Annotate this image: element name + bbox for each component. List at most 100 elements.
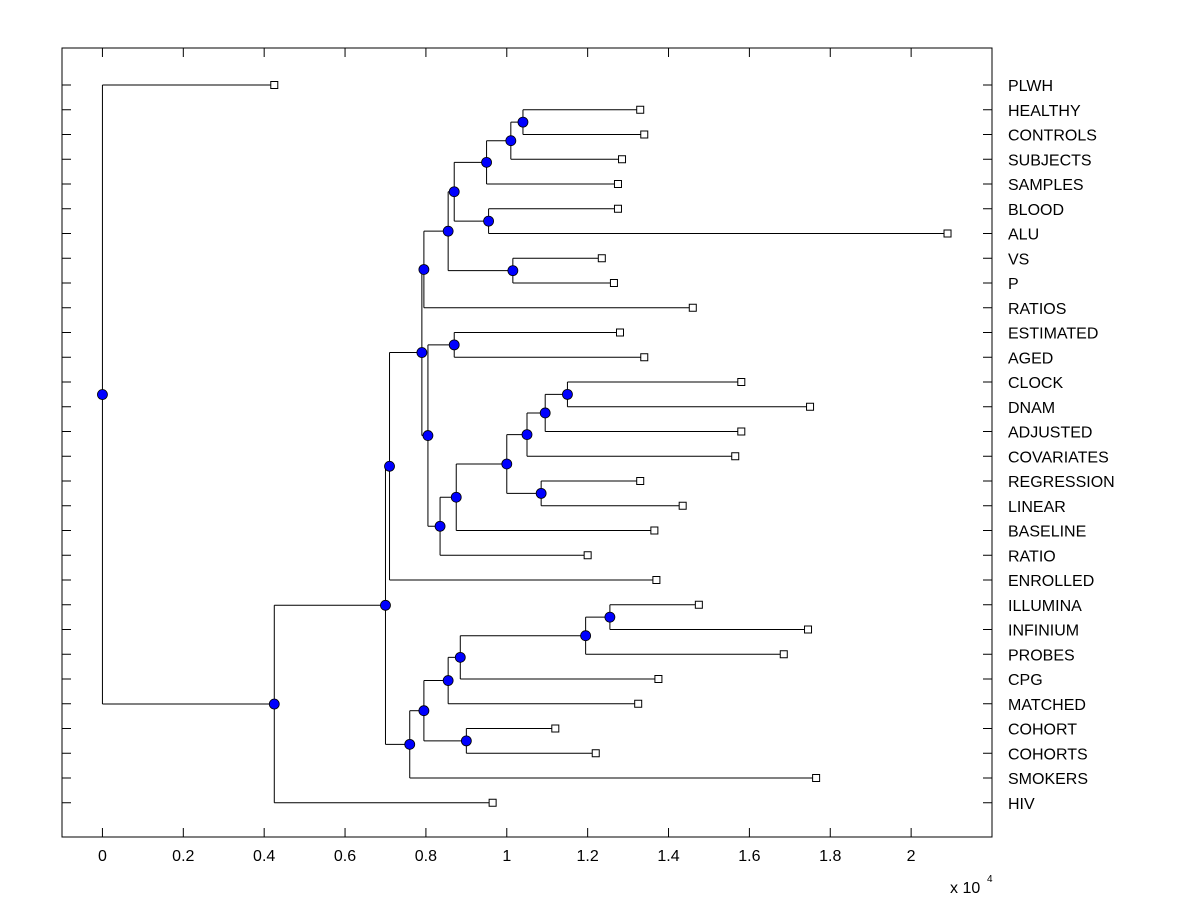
- leaf-node: [613, 204, 622, 213]
- leaf-label: P: [1008, 276, 1019, 293]
- internal-node: [535, 487, 547, 499]
- internal-node: [604, 611, 616, 623]
- leaf-node: [636, 105, 645, 114]
- x-axis-exponent-power: 4: [987, 874, 993, 885]
- internal-node: [454, 651, 466, 663]
- leaf-label: COHORTS: [1008, 746, 1088, 763]
- leaf-node: [640, 353, 649, 362]
- leaf-node: [591, 749, 600, 758]
- internal-node: [521, 429, 533, 440]
- dendrogram-leaves: [270, 81, 952, 807]
- internal-node: [97, 389, 108, 400]
- leaf-node: [737, 427, 746, 436]
- leaf-label: LINEAR: [1008, 499, 1066, 516]
- leaf-label: CLOCK: [1008, 375, 1063, 392]
- leaf-label: CONTROLS: [1008, 128, 1097, 145]
- internal-node: [268, 698, 280, 710]
- x-tick-label: 1.2: [577, 848, 599, 865]
- plot-frame: [61, 47, 993, 838]
- y-axis-ticks: [62, 84, 992, 804]
- internal-node: [562, 388, 573, 400]
- leaf-node: [737, 378, 746, 386]
- leaf-node: [640, 130, 649, 139]
- x-tick-label: 0.2: [172, 848, 194, 865]
- internal-node: [450, 491, 462, 503]
- x-tick-label: 1.6: [738, 848, 760, 865]
- leaf-node: [636, 477, 645, 485]
- leaf-label: ALU: [1008, 227, 1039, 244]
- x-axis: 0 0.2 0.4 0.6 0.8 1 1.2 1.4 1.6 1.8 2: [98, 48, 916, 865]
- leaf-label: BASELINE: [1008, 524, 1086, 541]
- leaf-label: BLOOD: [1008, 202, 1064, 219]
- internal-node: [380, 599, 391, 611]
- leaf-label: COHORT: [1008, 722, 1077, 739]
- leaf-label: SMOKERS: [1008, 771, 1088, 788]
- leaf-node: [618, 155, 627, 164]
- leaf-label: HIV: [1008, 796, 1035, 813]
- leaf-node: [804, 625, 813, 634]
- leaf-node: [583, 551, 592, 560]
- internal-node: [442, 675, 454, 686]
- dendrogram-branches: [101, 84, 948, 804]
- x-tick-label: 2: [907, 848, 916, 865]
- leaf-label: CPG: [1008, 672, 1043, 689]
- internal-node: [384, 460, 395, 472]
- internal-node: [505, 135, 517, 147]
- leaf-node: [650, 526, 659, 535]
- leaf-node: [688, 303, 697, 312]
- x-tick-label: 0.4: [253, 848, 275, 865]
- leaf-label: ENROLLED: [1008, 573, 1094, 590]
- internal-node: [501, 458, 513, 470]
- leaf-label: PROBES: [1008, 647, 1075, 664]
- x-tick-label: 1.4: [657, 848, 679, 865]
- leaf-node: [806, 402, 815, 411]
- internal-node: [416, 347, 428, 358]
- leaf-label: AGED: [1008, 350, 1053, 367]
- internal-node: [460, 735, 472, 747]
- leaf-label: INFINIUM: [1008, 623, 1079, 640]
- x-axis-exponent: x 10: [950, 880, 980, 897]
- leaf-label: MATCHED: [1008, 697, 1086, 714]
- leaf-node: [731, 452, 740, 461]
- internal-node: [483, 215, 494, 227]
- leaf-node: [488, 798, 497, 807]
- leaf-node: [943, 229, 952, 238]
- leaf-node: [597, 254, 606, 263]
- leaf-node: [270, 81, 279, 89]
- dendrogram-nodes: [97, 116, 616, 750]
- internal-node: [580, 630, 592, 642]
- leaf-label: PLWH: [1008, 78, 1053, 95]
- internal-node: [539, 407, 551, 419]
- leaf-label: DNAM: [1008, 400, 1055, 417]
- leaf-label: COVARIATES: [1008, 449, 1109, 466]
- leaf-node: [613, 180, 622, 188]
- leaf-node: [609, 279, 618, 287]
- leaf-label: ADJUSTED: [1008, 425, 1092, 442]
- leaf-label: SAMPLES: [1008, 177, 1084, 194]
- leaf-label: SUBJECTS: [1008, 152, 1092, 169]
- internal-node: [507, 265, 519, 277]
- leaf-label: RATIO: [1008, 548, 1056, 565]
- leaf-node: [652, 576, 661, 584]
- internal-node: [404, 738, 416, 750]
- internal-node: [448, 186, 460, 198]
- leaf-node: [678, 501, 687, 510]
- leaf-node: [654, 675, 663, 683]
- leaf-label: ESTIMATED: [1008, 326, 1098, 343]
- leaf-node: [694, 600, 703, 609]
- leaf-node: [551, 724, 560, 733]
- leaf-label: ILLUMINA: [1008, 598, 1082, 615]
- internal-node: [434, 520, 446, 532]
- internal-node: [481, 156, 492, 168]
- leaf-label: HEALTHY: [1008, 103, 1081, 120]
- internal-node: [448, 339, 460, 351]
- leaf-node: [812, 774, 821, 782]
- internal-node: [418, 264, 430, 275]
- x-tick-label: 1.8: [819, 848, 841, 865]
- internal-node: [517, 116, 529, 128]
- x-tick-label: 1: [502, 848, 511, 865]
- leaf-node: [634, 699, 643, 708]
- leaf-label: REGRESSION: [1008, 474, 1115, 491]
- x-tick-label: 0.6: [334, 848, 356, 865]
